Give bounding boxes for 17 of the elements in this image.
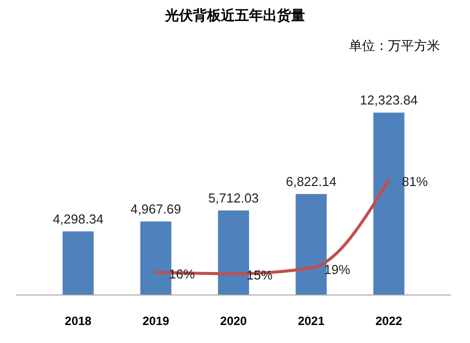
x-tick-label: 2022	[376, 314, 403, 328]
bar	[62, 231, 94, 295]
x-tick-label: 2019	[142, 314, 170, 328]
data-label: 12,323.84	[360, 92, 418, 108]
x-tick-label: 2018	[64, 314, 92, 328]
data-label: 6,822.14	[286, 174, 336, 190]
x-tick-label: 2021	[298, 314, 325, 328]
data-label: 5,712.03	[208, 190, 259, 206]
bar	[373, 112, 404, 295]
data-label: 4,967.69	[130, 201, 182, 216]
bar	[296, 194, 327, 295]
x-tick-label: 2020	[220, 314, 248, 328]
bar	[218, 210, 250, 295]
data-label: 4,298.34	[52, 211, 104, 226]
bar	[140, 221, 172, 295]
chart-title: 光伏背板近五年出货量	[164, 7, 305, 24]
chart-subtitle: 单位：万平方米	[349, 38, 440, 54]
